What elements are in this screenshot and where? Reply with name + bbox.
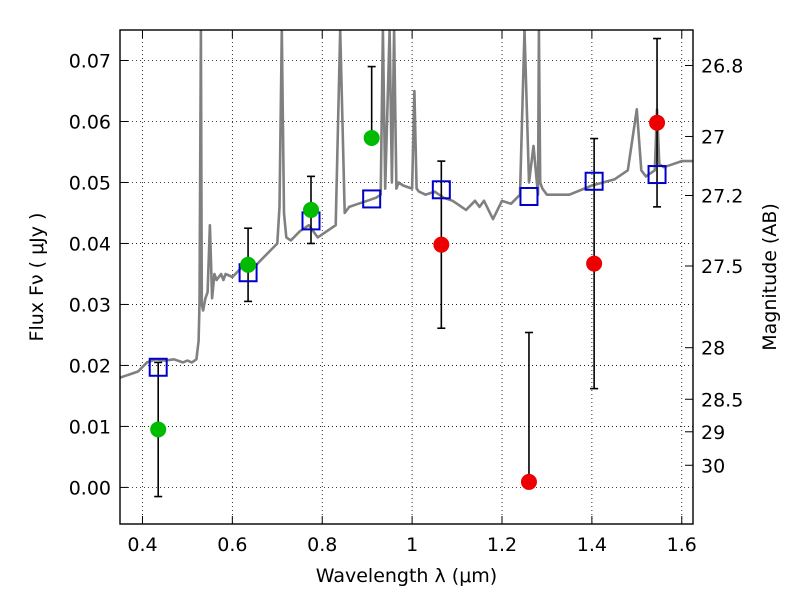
- tick-layer: 0.4 0.6 0.8 1 1.2 1.4 1.6 0.00 0.01 0.02 0.03 0.04 0…: [69, 30, 743, 556]
- synthetic-flux-square: [148, 357, 168, 377]
- y2-tick-label: 30: [701, 455, 725, 477]
- synthetic-flux-square: [519, 186, 539, 206]
- detection-point: [150, 421, 167, 438]
- nondetection-point: [433, 236, 450, 253]
- plot-frame: [119, 29, 694, 525]
- nondetection-point: [520, 473, 537, 490]
- y-tick-label: 0.03: [69, 294, 111, 316]
- model-spectrum-line: [120, 30, 693, 379]
- x-tick-label: 1.2: [487, 534, 517, 556]
- y-tick-label: 0.06: [69, 111, 111, 133]
- y-axis-label: Flux Fν ( μJy ): [26, 213, 48, 342]
- synthetic-flux-square: [362, 189, 382, 209]
- y2-tick-label: 28: [701, 338, 725, 360]
- synthetic-flux-square: [431, 180, 451, 200]
- x-tick-label: 0.4: [127, 534, 157, 556]
- y2-tick-label: 27: [701, 126, 725, 148]
- y2-tick-label: 28.5: [701, 389, 743, 411]
- detection-point: [240, 256, 257, 273]
- y2-tick-label: 29: [701, 422, 725, 444]
- nondetection-point: [649, 114, 666, 131]
- error-bar: [524, 331, 533, 482]
- x-tick-label: 1.6: [667, 534, 697, 556]
- y-tick-label: 0.00: [69, 477, 111, 499]
- y-tick-label: 0.01: [69, 416, 111, 438]
- error-bar: [367, 65, 376, 138]
- synthetic-flux-square: [647, 165, 667, 185]
- detection-point: [303, 201, 319, 218]
- nondetection-point: [586, 255, 603, 272]
- y2-axis-label: Magnitude (AB): [759, 203, 781, 351]
- y2-tick-label: 26.8: [701, 55, 743, 77]
- y-tick-label: 0.07: [69, 50, 111, 72]
- y2-tick-label: 27.2: [701, 186, 743, 208]
- frame-layer: [119, 29, 694, 525]
- y-tick-label: 0.04: [69, 233, 111, 255]
- model-layer: [120, 30, 693, 379]
- y-tick-label: 0.02: [69, 355, 111, 377]
- x-tick-label: 1: [406, 534, 418, 556]
- x-tick-label: 0.8: [307, 534, 337, 556]
- x-tick-label: 1.4: [577, 534, 607, 556]
- x-tick-label: 0.6: [217, 534, 247, 556]
- synthetic-flux-square: [584, 171, 604, 191]
- y-tick-label: 0.05: [69, 172, 111, 194]
- marker-layer: [148, 114, 667, 490]
- y2-tick-label: 27.5: [701, 256, 743, 278]
- x-axis-label: Wavelength λ (μm): [316, 565, 497, 587]
- detection-point: [363, 129, 380, 146]
